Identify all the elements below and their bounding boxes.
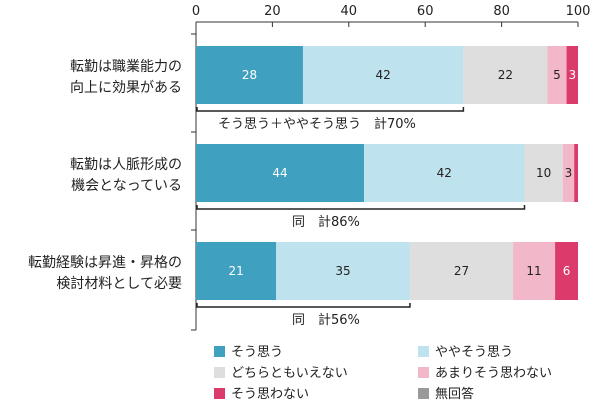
bar-value-label: 35 [335, 264, 350, 278]
x-tick-label: 100 [566, 4, 591, 19]
bar-value-label: 10 [536, 166, 551, 180]
legend-swatch [214, 388, 225, 399]
bar-value-label: 3 [568, 68, 576, 82]
sum-annotation: 同 計86% [292, 214, 360, 230]
x-tick-label: 60 [417, 4, 434, 19]
legend-swatch [418, 346, 429, 357]
bar-segment [513, 242, 556, 300]
bar-value-label: 42 [437, 166, 452, 180]
bar-value-label: 11 [526, 264, 541, 278]
bar-value-label: 22 [498, 68, 513, 82]
bar-segment [555, 242, 578, 300]
sum-bracket [196, 107, 465, 112]
legend-label: ややそう思う [435, 345, 513, 360]
legend-label: あまりそう思わない [435, 366, 552, 381]
bar-segment [302, 46, 464, 104]
bar-segment [409, 242, 514, 300]
category-label: 転勤経験は昇進・昇格の検討材料として必要 [28, 255, 182, 292]
category-label: 転勤は職業能力の向上に効果がある [70, 59, 182, 96]
bar-value-label: 44 [272, 166, 287, 180]
x-tick-label: 80 [493, 4, 510, 19]
bar-value-label: 42 [376, 68, 391, 82]
bar-segment [562, 144, 575, 202]
sum-annotation: 同 計56% [292, 312, 360, 328]
legend-swatch [214, 346, 225, 357]
bar-segment [364, 144, 525, 202]
sum-bracket [196, 205, 526, 210]
bar-segment [196, 46, 303, 104]
sum-bracket [196, 303, 411, 308]
bar-segment [524, 144, 563, 202]
bar-segment [196, 144, 365, 202]
legend-label: 無回答 [435, 386, 474, 402]
legend-swatch [418, 367, 429, 378]
bar-segment [566, 46, 578, 104]
legend-label: そう思わない [231, 387, 309, 402]
legend-swatch [418, 388, 429, 399]
legend-swatch [214, 367, 225, 378]
bar-segment [574, 144, 578, 202]
bar-segment [276, 242, 410, 300]
bar-segment [463, 46, 548, 104]
x-tick-label: 40 [341, 4, 358, 19]
bar-value-label: 6 [563, 264, 571, 278]
bar-value-label: 27 [454, 264, 469, 278]
bar-value-label: 3 [565, 166, 573, 180]
x-tick-label: 0 [192, 4, 200, 19]
sum-annotation: そう思う＋ややそう思う 計70% [218, 116, 416, 132]
legend-label: そう思う [231, 345, 283, 360]
bar-segment [196, 242, 277, 300]
bar-segment [547, 46, 567, 104]
x-tick-label: 20 [264, 4, 281, 19]
legend-label: どちらともいえない [231, 366, 348, 381]
bar-value-label: 5 [553, 68, 561, 82]
category-label: 転勤は人脈形成の機会となっている [70, 157, 182, 194]
bar-value-label: 28 [242, 68, 257, 82]
bar-value-label: 21 [228, 264, 243, 278]
